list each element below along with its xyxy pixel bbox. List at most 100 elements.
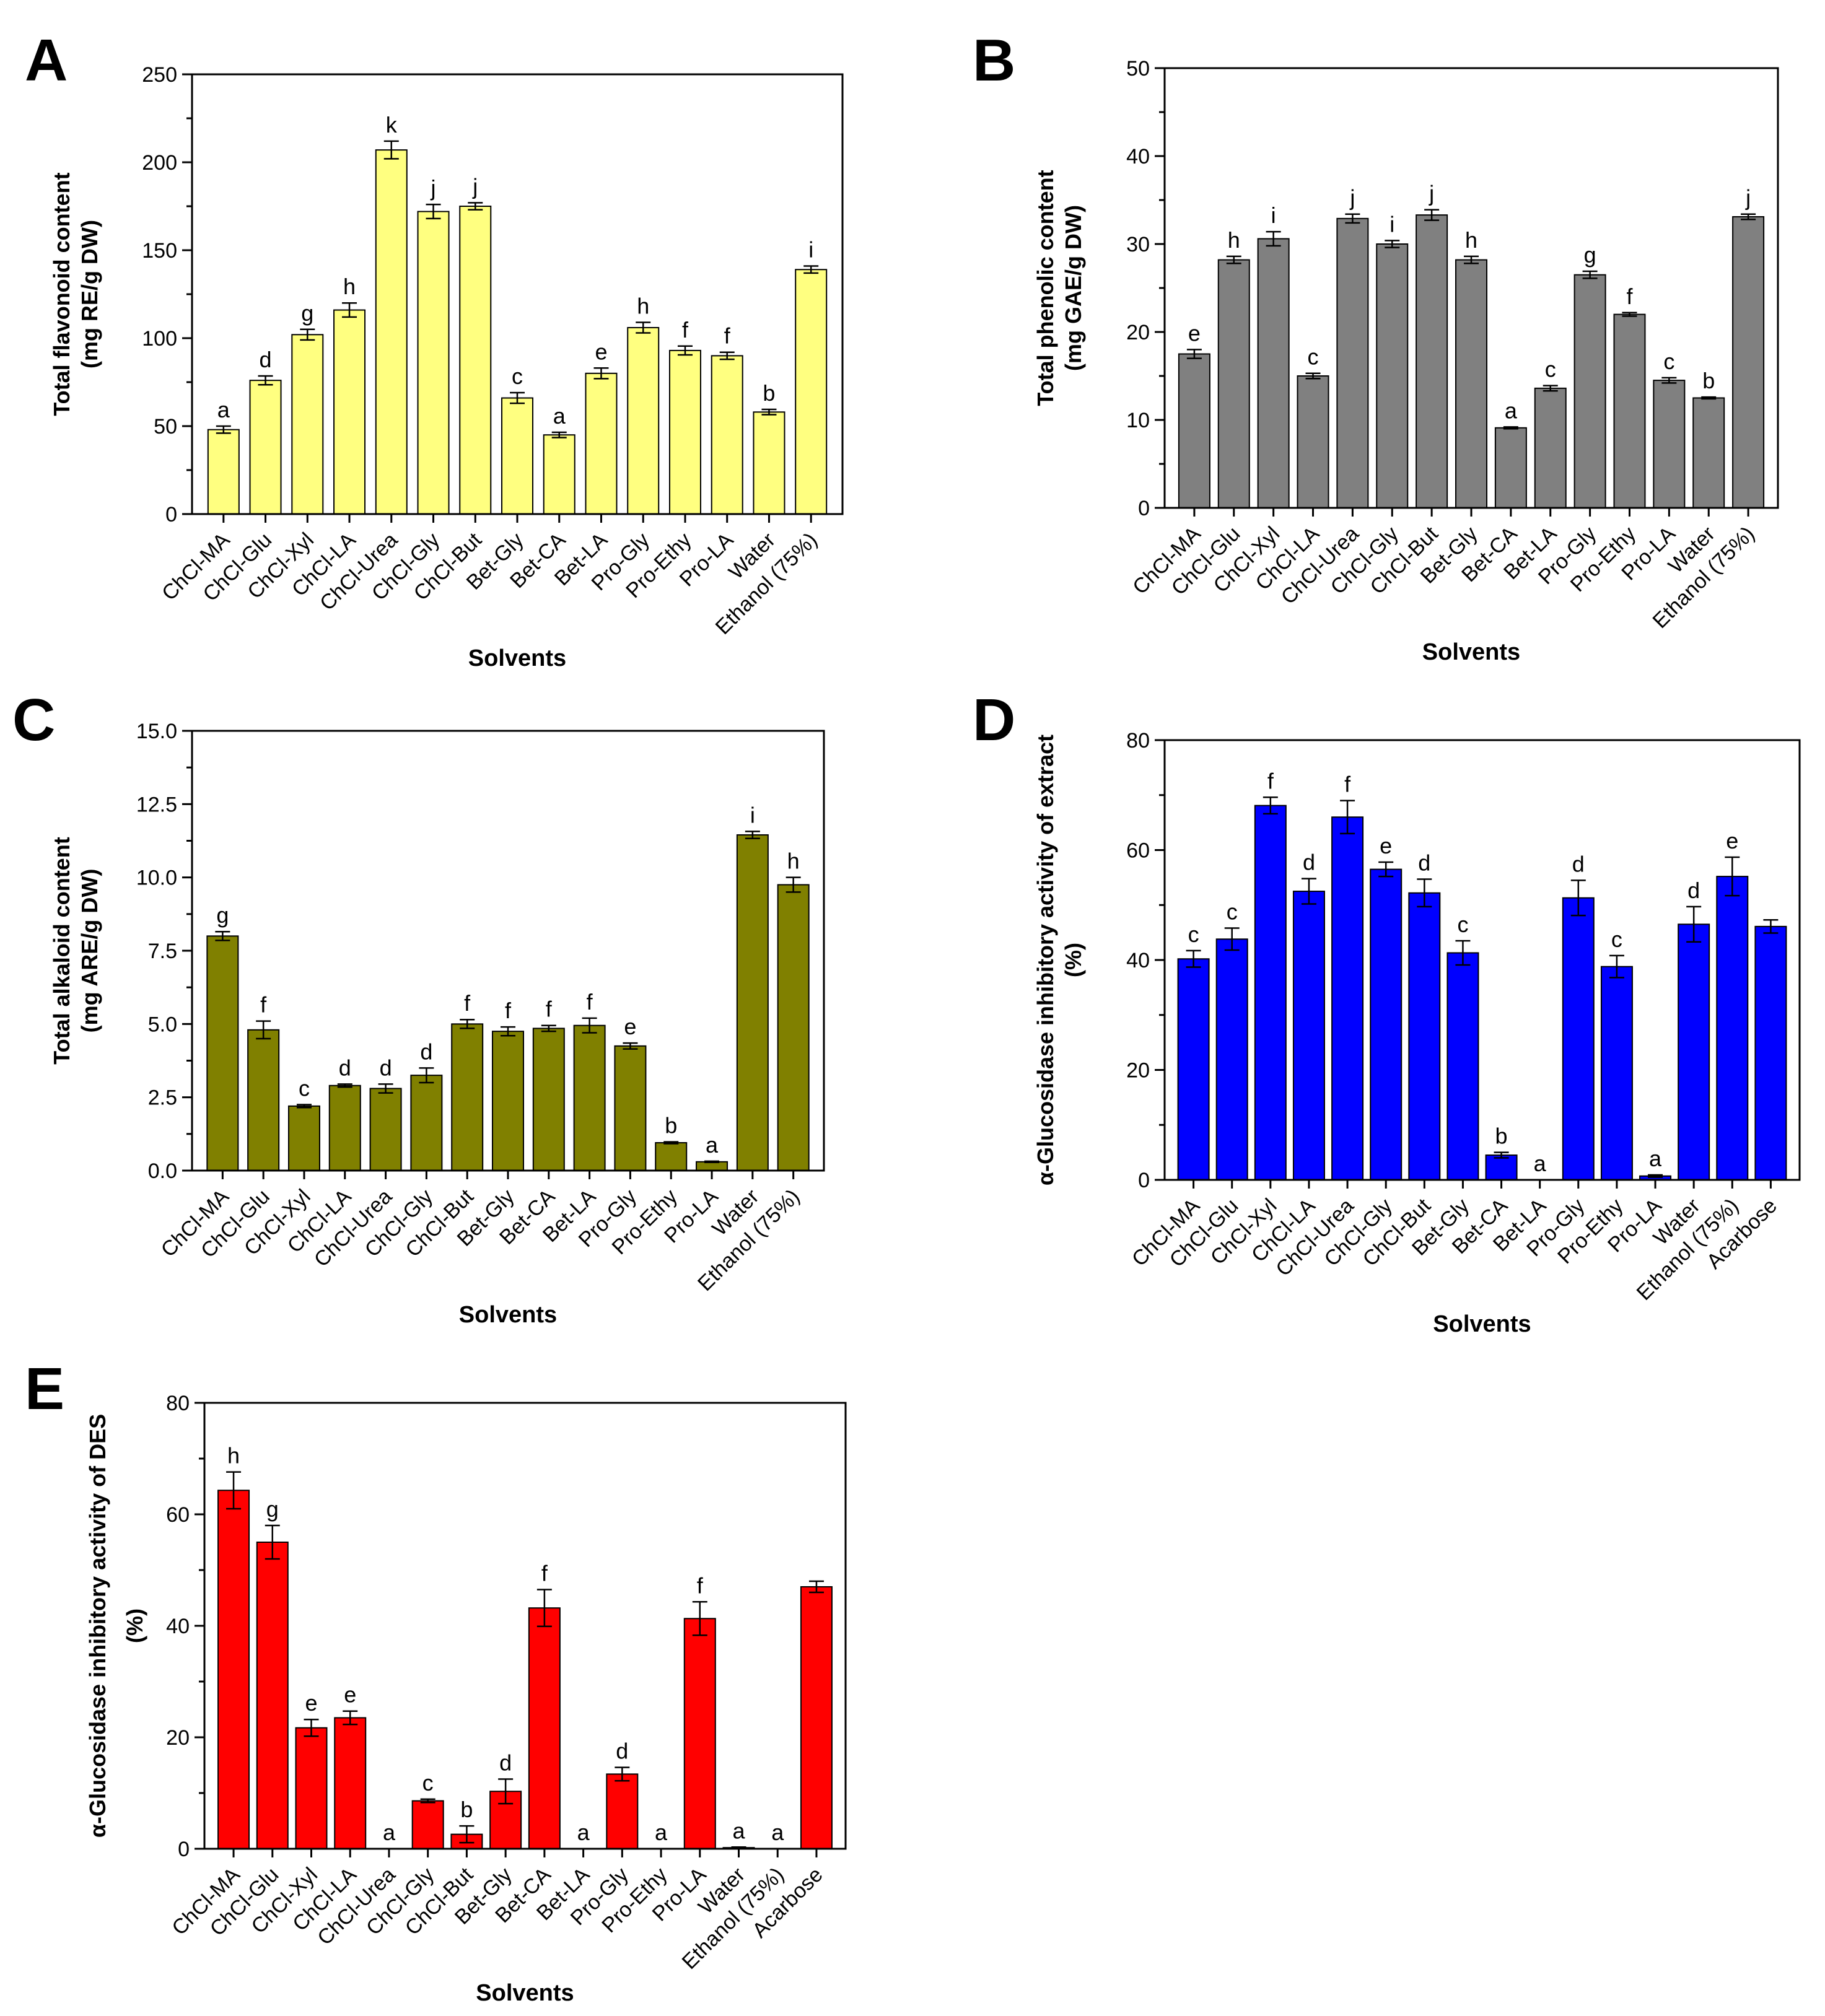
y-tick-label: 7.5 xyxy=(148,940,177,963)
bar xyxy=(1370,868,1403,1180)
significance-letter: k xyxy=(386,112,398,137)
panel-letter: A xyxy=(25,27,68,94)
bar xyxy=(532,1028,565,1172)
bar xyxy=(1600,966,1633,1181)
y-axis-label: (%) xyxy=(1061,943,1086,977)
bar xyxy=(777,884,810,1171)
bar xyxy=(1336,217,1369,508)
significance-letter: a xyxy=(1649,1146,1662,1171)
bar xyxy=(1732,216,1765,508)
bar xyxy=(1331,816,1364,1180)
significance-letter: i xyxy=(750,802,755,827)
significance-letter: d xyxy=(1418,850,1430,876)
significance-letter: i xyxy=(808,237,813,263)
bar xyxy=(369,1088,402,1172)
bar xyxy=(1178,353,1210,508)
bar xyxy=(528,1607,561,1849)
bar xyxy=(711,355,743,515)
significance-letter: a xyxy=(577,1820,590,1845)
bar xyxy=(256,1542,289,1849)
significance-letter: a xyxy=(655,1820,668,1845)
significance-letter: f xyxy=(505,998,512,1023)
bar xyxy=(333,309,366,515)
significance-letter: c xyxy=(512,364,523,389)
bar xyxy=(655,1142,688,1171)
significance-letter: b xyxy=(1495,1124,1508,1149)
significance-letter: c xyxy=(422,1770,434,1796)
significance-letter: e xyxy=(1188,320,1201,346)
bar xyxy=(800,1586,833,1849)
significance-letter: h xyxy=(227,1443,240,1468)
bar xyxy=(1678,923,1710,1180)
bar xyxy=(1455,259,1487,508)
y-tick-label: 30 xyxy=(1126,233,1150,256)
significance-letter: f xyxy=(541,1561,548,1586)
significance-letter: h xyxy=(787,849,800,874)
y-axis-label: (%) xyxy=(122,1608,147,1643)
bar xyxy=(1573,274,1606,508)
bar xyxy=(614,1045,647,1172)
y-tick-label: 15.0 xyxy=(136,720,177,743)
bar xyxy=(206,935,239,1172)
significance-letter: a xyxy=(771,1820,784,1845)
significance-letter: i xyxy=(1390,211,1394,237)
significance-letter: a xyxy=(1534,1151,1547,1176)
panel-d: D020406080cChCl-MAcChCl-GlufChCl-XyldChC… xyxy=(973,687,1801,1337)
significance-letter: e xyxy=(344,1682,356,1708)
bar xyxy=(459,206,492,515)
significance-letter: h xyxy=(637,293,649,318)
significance-letter: d xyxy=(339,1055,351,1080)
significance-letter: a xyxy=(217,397,230,422)
significance-letter: a xyxy=(706,1132,719,1158)
y-axis-label: Total flavonoid content xyxy=(49,172,74,416)
significance-letter: f xyxy=(1344,772,1351,797)
panel-letter: D xyxy=(973,687,1015,753)
bar xyxy=(207,429,240,515)
significance-letter: b xyxy=(763,380,775,406)
bar xyxy=(328,1084,361,1171)
bar xyxy=(291,334,324,515)
y-tick-label: 40 xyxy=(1126,949,1150,972)
panel-c: C0.02.55.07.510.012.515.0gChCl-MAfChCl-G… xyxy=(12,687,825,1328)
significance-letter: d xyxy=(616,1739,628,1764)
y-tick-label: 50 xyxy=(154,415,177,439)
y-tick-label: 150 xyxy=(142,239,177,263)
significance-letter: f xyxy=(464,990,471,1016)
y-tick-label: 100 xyxy=(142,327,177,351)
y-tick-label: 0.0 xyxy=(148,1159,177,1183)
significance-letter: c xyxy=(299,1076,310,1101)
y-axis-label: α-Glucosidase inhibitory activity of ext… xyxy=(1033,735,1058,1185)
y-tick-label: 40 xyxy=(1126,145,1150,168)
significance-letter: j xyxy=(1745,185,1751,211)
bar xyxy=(585,372,618,515)
significance-letter: c xyxy=(1188,922,1199,947)
significance-letter: g xyxy=(1584,242,1596,268)
y-tick-label: 60 xyxy=(166,1503,190,1527)
plot-frame xyxy=(1163,739,1801,1181)
plot-frame xyxy=(191,73,844,515)
panel-e: E020406080hChCl-MAgChCl-GlueChCl-XyleChC… xyxy=(25,1356,847,2006)
y-axis-label: (mg RE/g DW) xyxy=(77,220,102,369)
y-tick-label: 80 xyxy=(166,1392,190,1415)
significance-letter: e xyxy=(1380,833,1392,858)
bar xyxy=(217,1490,250,1850)
significance-letter: f xyxy=(587,989,593,1015)
bar xyxy=(1653,380,1686,508)
x-axis-label: Solvents xyxy=(1422,639,1520,665)
y-tick-label: 80 xyxy=(1126,729,1150,753)
significance-letter: b xyxy=(460,1797,473,1822)
bar xyxy=(375,149,408,515)
y-tick-label: 20 xyxy=(1126,1059,1150,1083)
panel-letter: E xyxy=(25,1356,64,1422)
bar xyxy=(247,1029,280,1172)
plot-frame xyxy=(191,730,825,1172)
bar xyxy=(1292,891,1325,1180)
bar xyxy=(1716,876,1749,1180)
bar xyxy=(417,211,450,515)
y-tick-label: 50 xyxy=(1126,57,1150,81)
bar xyxy=(1177,958,1210,1180)
bar xyxy=(753,411,786,515)
significance-letter: b xyxy=(1702,368,1715,393)
significance-letter: g xyxy=(301,300,313,326)
